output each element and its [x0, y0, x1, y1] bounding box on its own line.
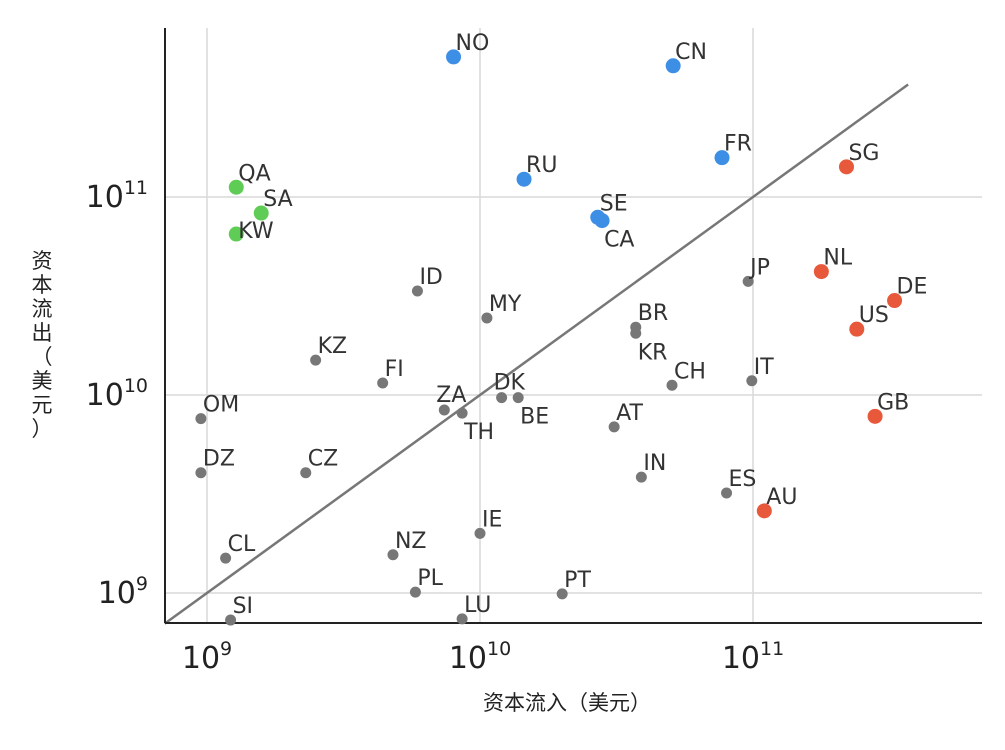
- point-label-nz: NZ: [395, 529, 427, 554]
- data-point-be[interactable]: [512, 392, 524, 404]
- point-label-sg: SG: [848, 141, 879, 166]
- data-point-it[interactable]: [746, 375, 758, 387]
- point-label-za: ZA: [436, 383, 466, 408]
- reference-line-layer: [163, 83, 909, 625]
- x-axis-title: 资本流入（美元）: [483, 691, 651, 715]
- point-label-nl: NL: [823, 246, 852, 271]
- point-label-ie: IE: [482, 507, 502, 532]
- data-point-us[interactable]: [849, 321, 865, 337]
- data-point-cl[interactable]: [220, 552, 232, 564]
- point-label-id: ID: [419, 265, 442, 290]
- data-point-nz[interactable]: [387, 549, 399, 561]
- data-point-ca[interactable]: [594, 213, 610, 229]
- point-label-my: MY: [489, 292, 522, 317]
- data-point-at[interactable]: [608, 421, 620, 433]
- point-label-ru: RU: [526, 153, 557, 178]
- point-label-gb: GB: [877, 390, 909, 415]
- x-tick-label: 1010: [449, 638, 511, 676]
- point-label-sa: SA: [263, 187, 292, 212]
- grid: [165, 28, 982, 623]
- point-label-qa: QA: [238, 161, 270, 186]
- y-tick-label: 109: [98, 573, 148, 611]
- tick-labels: 109 1010 1011 109 1010 1011: [86, 177, 785, 676]
- data-point-ie[interactable]: [474, 527, 486, 539]
- x-tick-label: 1011: [722, 638, 784, 676]
- point-label-br: BR: [638, 301, 668, 326]
- data-point-kw[interactable]: [228, 226, 244, 242]
- data-point-th[interactable]: [456, 407, 468, 419]
- y-tick-label: 1011: [86, 177, 148, 215]
- point-label-at: AT: [616, 401, 643, 426]
- data-point-dk[interactable]: [496, 392, 508, 404]
- point-label-it: IT: [754, 355, 774, 380]
- point-label-kw: KW: [238, 219, 274, 244]
- point-label-pl: PL: [417, 566, 443, 591]
- point-label-cz: CZ: [308, 447, 338, 472]
- point-label-es: ES: [729, 467, 757, 492]
- point-label-dz: DZ: [203, 447, 235, 472]
- point-label-dk: DK: [494, 371, 526, 396]
- data-point-gb[interactable]: [867, 408, 883, 424]
- point-label-fr: FR: [724, 132, 752, 157]
- data-point-kr[interactable]: [630, 327, 642, 339]
- point-label-ca: CA: [604, 228, 634, 253]
- point-label-cl: CL: [228, 532, 256, 557]
- data-point-no[interactable]: [446, 49, 462, 65]
- point-label-fi: FI: [385, 357, 404, 382]
- data-point-cz[interactable]: [300, 467, 312, 479]
- data-point-fi[interactable]: [377, 377, 389, 389]
- data-point-pl[interactable]: [409, 586, 421, 598]
- point-label-pt: PT: [564, 568, 591, 593]
- point-label-cn: CN: [675, 40, 707, 65]
- reference-line: [163, 83, 909, 625]
- data-point-pt[interactable]: [556, 588, 568, 600]
- data-point-in[interactable]: [635, 471, 647, 483]
- data-point-my[interactable]: [481, 312, 493, 324]
- point-label-de: DE: [897, 275, 928, 300]
- point-label-no: NO: [456, 31, 490, 56]
- point-label-jp: JP: [748, 255, 770, 280]
- data-point-ru[interactable]: [516, 171, 532, 187]
- data-point-si[interactable]: [225, 614, 237, 626]
- point-label-kr: KR: [638, 340, 668, 365]
- point-label-th: TH: [463, 420, 494, 445]
- point-label-lu: LU: [464, 593, 491, 618]
- axes: [164, 28, 982, 624]
- point-label-au: AU: [766, 485, 797, 510]
- data-points: [195, 49, 903, 626]
- data-point-ch[interactable]: [666, 379, 678, 391]
- data-point-nl[interactable]: [813, 264, 829, 280]
- data-point-lu[interactable]: [456, 613, 468, 625]
- x-tick-label: 109: [182, 638, 232, 676]
- data-point-sa[interactable]: [253, 205, 269, 221]
- point-label-kz: KZ: [318, 334, 348, 359]
- data-point-de[interactable]: [887, 293, 903, 309]
- data-point-kz[interactable]: [310, 354, 322, 366]
- point-label-us: US: [859, 303, 889, 328]
- data-point-qa[interactable]: [228, 179, 244, 195]
- point-label-in: IN: [643, 451, 666, 476]
- data-point-jp[interactable]: [742, 275, 754, 287]
- point-label-se: SE: [600, 191, 628, 216]
- data-point-za[interactable]: [438, 404, 450, 416]
- point-label-be: BE: [520, 405, 549, 430]
- data-point-sg[interactable]: [838, 159, 854, 175]
- data-point-id[interactable]: [411, 285, 423, 297]
- data-point-dz[interactable]: [195, 467, 207, 479]
- y-axis-title: 资本流出（美元）: [32, 249, 53, 441]
- data-point-fr[interactable]: [714, 150, 730, 166]
- data-point-cn[interactable]: [665, 58, 681, 74]
- point-label-si: SI: [233, 594, 253, 619]
- data-point-es[interactable]: [721, 487, 733, 499]
- data-point-om[interactable]: [195, 413, 207, 425]
- point-label-om: OM: [203, 393, 239, 418]
- data-point-au[interactable]: [756, 503, 772, 519]
- point-label-ch: CH: [674, 359, 706, 384]
- y-tick-label: 1010: [86, 375, 148, 413]
